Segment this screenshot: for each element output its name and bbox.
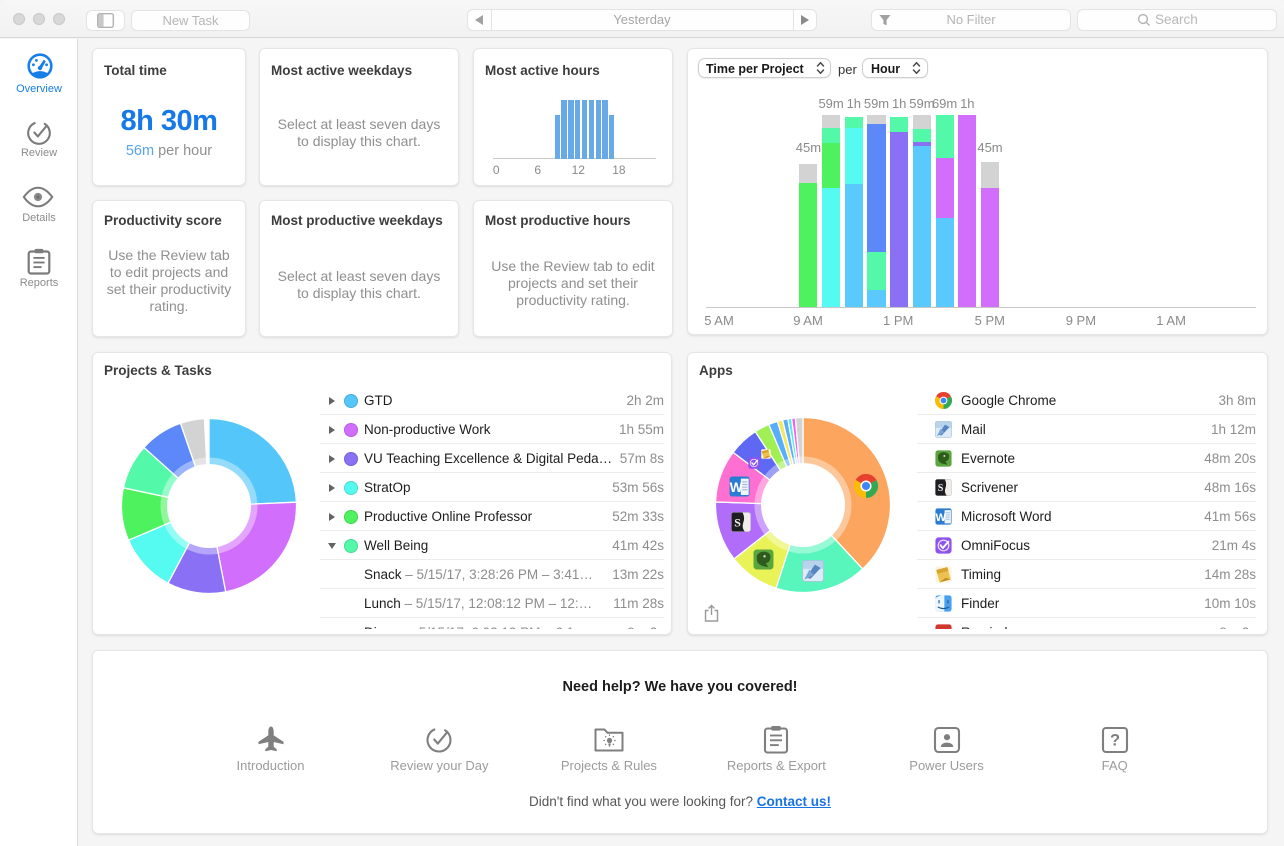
svg-text:S: S	[734, 515, 741, 529]
svg-text:W: W	[935, 512, 946, 524]
svg-text:S: S	[938, 483, 944, 494]
svg-text:W: W	[729, 480, 742, 495]
svg-text:?: ?	[1110, 732, 1120, 750]
